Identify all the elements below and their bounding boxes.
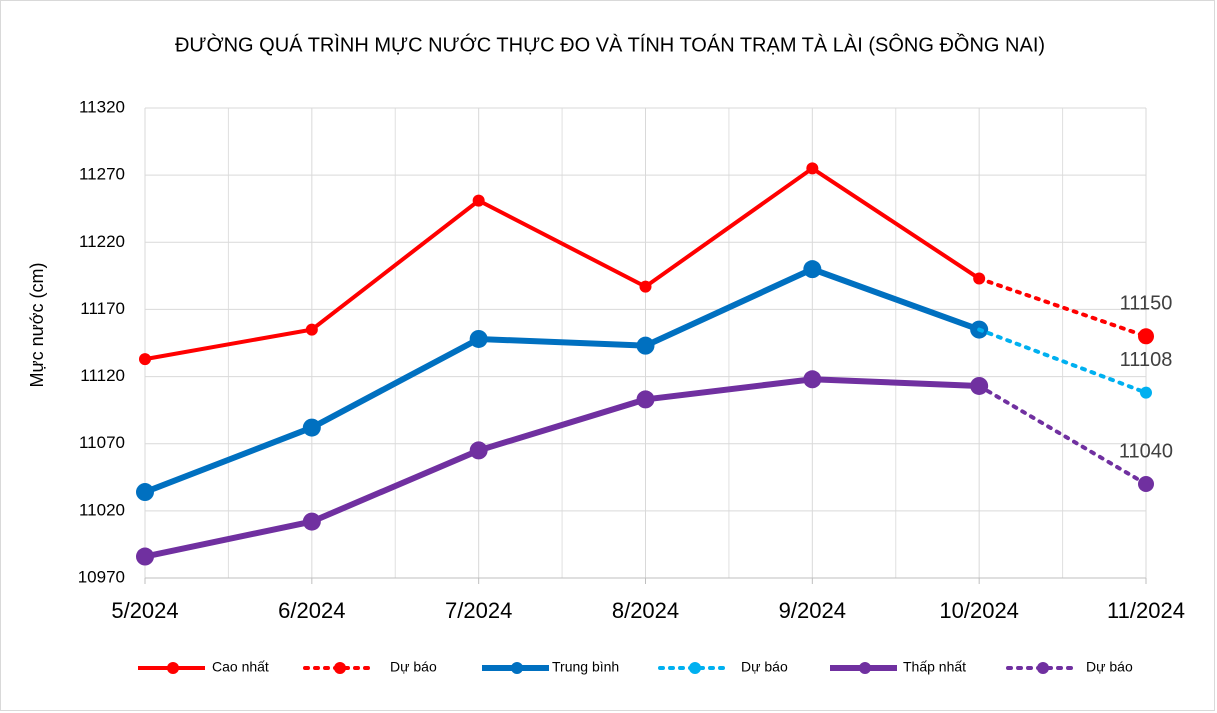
x-tick-label: 11/2024 bbox=[1107, 598, 1185, 623]
legend-label: Trung bình bbox=[552, 659, 619, 675]
data-label: 11040 bbox=[1119, 440, 1173, 462]
legend-marker bbox=[334, 662, 346, 674]
point bbox=[139, 353, 151, 366]
x-tick-label: 6/2024 bbox=[278, 598, 345, 623]
legend-label: Thấp nhất bbox=[903, 659, 966, 675]
point bbox=[302, 418, 321, 437]
legend-marker bbox=[859, 662, 871, 674]
point bbox=[136, 483, 154, 502]
y-tick-label: 10970 bbox=[78, 567, 125, 586]
series-line bbox=[143, 265, 981, 495]
legend-marker bbox=[167, 662, 179, 674]
forecast-line bbox=[977, 327, 1148, 395]
point bbox=[1140, 386, 1152, 399]
point bbox=[472, 194, 485, 207]
legend-label: Dự báo bbox=[390, 659, 437, 675]
legend-label: Cao nhất bbox=[212, 659, 269, 675]
y-tick-label: 11320 bbox=[79, 97, 125, 116]
legend-marker bbox=[511, 662, 523, 674]
point bbox=[469, 329, 488, 348]
point bbox=[636, 390, 655, 409]
point bbox=[636, 336, 655, 355]
point bbox=[305, 323, 318, 336]
forecast-line bbox=[977, 276, 1148, 339]
point bbox=[469, 441, 488, 460]
series-line bbox=[144, 376, 980, 560]
data-label: 11108 bbox=[1120, 349, 1173, 371]
chart-title: ĐƯỜNG QUÁ TRÌNH MỰC NƯỚC THỰC ĐO VÀ TÍNH… bbox=[175, 32, 1045, 56]
point bbox=[302, 512, 321, 531]
point bbox=[803, 260, 822, 279]
x-tick-label: 7/2024 bbox=[445, 598, 512, 623]
point bbox=[803, 370, 822, 389]
y-axis-label: Mực nước (cm) bbox=[27, 263, 47, 388]
y-tick-label: 11070 bbox=[79, 433, 125, 452]
legend-marker bbox=[689, 662, 701, 674]
x-tick-label: 9/2024 bbox=[779, 598, 846, 623]
legend-marker bbox=[1037, 662, 1049, 674]
forecast-line bbox=[977, 383, 1148, 486]
point bbox=[1138, 328, 1154, 345]
legend-label: Dự báo bbox=[741, 659, 788, 675]
y-tick-label: 11220 bbox=[79, 232, 125, 251]
x-tick-label: 5/2024 bbox=[111, 598, 178, 623]
point bbox=[806, 162, 819, 175]
y-tick-label: 11120 bbox=[80, 366, 125, 385]
point bbox=[136, 547, 154, 566]
x-tick-label: 10/2024 bbox=[939, 598, 1019, 623]
point bbox=[639, 280, 652, 293]
y-tick-label: 11170 bbox=[80, 299, 125, 318]
legend-label: Dự báo bbox=[1086, 659, 1133, 675]
point bbox=[1138, 476, 1154, 492]
y-tick-label: 11270 bbox=[79, 165, 125, 184]
data-label: 11150 bbox=[1120, 293, 1173, 315]
y-tick-label: 11020 bbox=[79, 500, 125, 519]
series-line bbox=[144, 166, 981, 362]
x-tick-label: 8/2024 bbox=[612, 598, 679, 623]
